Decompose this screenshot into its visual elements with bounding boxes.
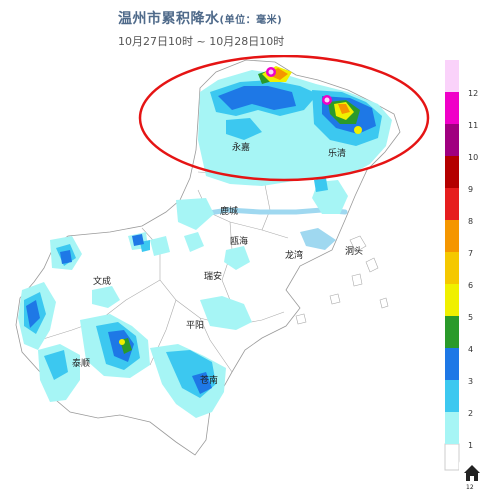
legend-label-12: 12 [468,89,478,98]
legend-label-9: 9 [468,185,473,194]
label-longwan: 龙湾 [285,249,303,261]
home-label: 12 [466,484,474,491]
legend-label-5: 5 [468,313,473,322]
label-wencheng: 文成 [93,275,111,287]
label-lucheng: 鹿城 [220,205,238,217]
legend-swatch-9 [445,156,459,188]
legend-label-1: 1 [468,441,473,450]
label-ouhai: 瓯海 [230,235,248,247]
legend-label-8: 8 [468,217,473,226]
legend-swatch-8 [445,188,459,220]
river-mouth [300,228,336,250]
legend-label-10: 10 [468,153,478,162]
map-period: 10月27日10时 ~ 10月28日10时 [118,35,285,48]
label-cangnan: 苍南 [200,374,218,386]
label-pingyang: 平阳 [186,320,204,331]
legend-swatch-2 [445,380,459,412]
legend-swatch-7 [445,220,459,252]
label-ruian: 瑞安 [204,270,222,282]
map-title: 温州市累积降水(单位：毫米) [118,8,368,28]
legend-swatch-10 [445,124,459,156]
legend-swatch-5 [445,284,459,316]
home-button[interactable] [459,460,485,486]
legend-swatch-1 [445,412,459,444]
legend-label-7: 7 [468,249,473,258]
legend-label-6: 6 [468,281,473,290]
rain-6mm-plus [266,68,350,114]
legend-swatch-0 [444,443,460,471]
legend-swatch-4 [445,316,459,348]
label-yueqing: 乐清 [328,147,346,159]
legend-label-11: 11 [468,121,478,130]
legend-swatch-12 [445,60,459,92]
home-icon [464,465,480,481]
precipitation-map: 永嘉 乐清 鹿城 瓯海 龙湾 洞头 文成 瑞安 平阳 泰顺 苍南 [15,55,430,456]
label-taishun: 泰顺 [72,357,90,369]
legend-label-4: 4 [468,345,473,354]
highlight-ellipse [138,55,430,182]
islands [295,235,389,325]
legend-swatch-6 [445,252,459,284]
legend-label-3: 3 [468,377,473,386]
legend-swatch-3 [445,348,459,380]
rain-peak [266,67,332,105]
map-title-unit: (单位：毫米) [219,15,283,26]
label-dongtou: 洞头 [345,246,363,257]
legend-swatch-11 [445,92,459,124]
label-yongjia: 永嘉 [232,141,250,153]
legend-label-2: 2 [468,409,473,418]
map-title-text: 温州市累积降水 [118,11,220,27]
